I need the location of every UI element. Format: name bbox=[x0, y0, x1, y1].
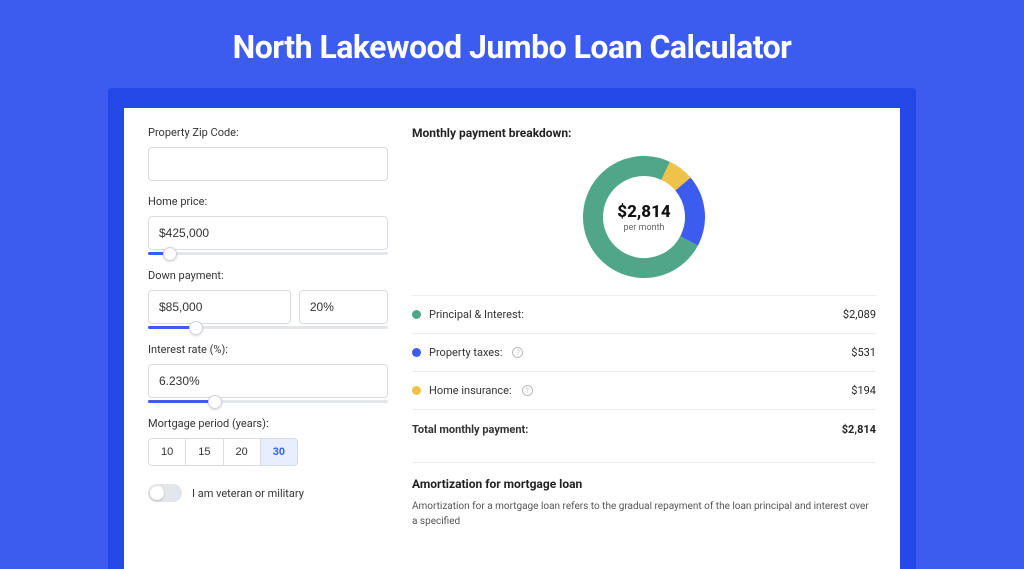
veteran-row: I am veteran or military bbox=[148, 484, 388, 502]
interest-rate-group: Interest rate (%): bbox=[148, 343, 388, 403]
breakdown-column: Monthly payment breakdown: $2,814 per mo… bbox=[412, 126, 876, 529]
total-label: Total monthly payment: bbox=[412, 423, 528, 436]
swatch bbox=[412, 386, 421, 395]
total-row: Total monthly payment: $2,814 bbox=[412, 413, 876, 446]
down-payment-slider[interactable] bbox=[148, 326, 388, 329]
breakdown-row: Property taxes:? $531 bbox=[412, 337, 876, 368]
period-btn-10[interactable]: 10 bbox=[148, 438, 186, 466]
breakdown-row-value: $2,089 bbox=[843, 308, 876, 321]
veteran-toggle[interactable] bbox=[148, 484, 182, 502]
interest-rate-slider[interactable] bbox=[148, 400, 388, 403]
breakdown-rows: Principal & Interest: $2,089 Property taxe… bbox=[412, 299, 876, 406]
divider bbox=[412, 409, 876, 410]
amortization-section: Amortization for mortgage loan Amortizat… bbox=[412, 462, 876, 529]
period-group: Mortgage period (years): 10152030 bbox=[148, 417, 388, 466]
donut-amount: $2,814 bbox=[617, 202, 670, 222]
home-price-label: Home price: bbox=[148, 195, 388, 208]
down-payment-pct-input[interactable] bbox=[299, 290, 388, 324]
info-icon[interactable]: ? bbox=[522, 385, 533, 396]
home-price-input[interactable] bbox=[148, 216, 388, 250]
donut-center: $2,814 per month bbox=[583, 156, 705, 278]
period-buttons: 10152030 bbox=[148, 438, 388, 466]
down-payment-slider-thumb[interactable] bbox=[189, 321, 203, 335]
breakdown-row-label: Principal & Interest: bbox=[429, 308, 524, 321]
interest-rate-input[interactable] bbox=[148, 364, 388, 398]
zip-field-group: Property Zip Code: bbox=[148, 126, 388, 181]
form-column: Property Zip Code: Home price: Down paym… bbox=[148, 126, 388, 529]
home-price-slider[interactable] bbox=[148, 252, 388, 255]
swatch bbox=[412, 348, 421, 357]
total-value: $2,814 bbox=[842, 423, 876, 436]
breakdown-row-label: Property taxes: bbox=[429, 346, 502, 359]
calculator-card: Property Zip Code: Home price: Down paym… bbox=[124, 108, 900, 569]
interest-rate-slider-thumb[interactable] bbox=[208, 395, 222, 409]
down-payment-group: Down payment: bbox=[148, 269, 388, 329]
swatch bbox=[412, 310, 421, 319]
breakdown-header: Monthly payment breakdown: bbox=[412, 126, 876, 140]
info-icon[interactable]: ? bbox=[512, 347, 523, 358]
donut-wrap: $2,814 per month bbox=[412, 146, 876, 292]
breakdown-row: Principal & Interest: $2,089 bbox=[412, 299, 876, 330]
period-label: Mortgage period (years): bbox=[148, 417, 388, 430]
zip-input[interactable] bbox=[148, 147, 388, 181]
breakdown-row-value: $194 bbox=[851, 384, 876, 397]
breakdown-row: Home insurance:? $194 bbox=[412, 375, 876, 406]
amortization-header: Amortization for mortgage loan bbox=[412, 477, 876, 491]
divider bbox=[412, 333, 876, 334]
interest-rate-label: Interest rate (%): bbox=[148, 343, 388, 356]
zip-label: Property Zip Code: bbox=[148, 126, 388, 139]
page-title: North Lakewood Jumbo Loan Calculator bbox=[0, 0, 1024, 88]
period-btn-30[interactable]: 30 bbox=[261, 438, 298, 466]
period-btn-15[interactable]: 15 bbox=[186, 438, 223, 466]
down-payment-amount-input[interactable] bbox=[148, 290, 291, 324]
home-price-slider-thumb[interactable] bbox=[163, 247, 177, 261]
home-price-group: Home price: bbox=[148, 195, 388, 255]
interest-rate-slider-fill bbox=[148, 400, 215, 403]
inner-panel: Property Zip Code: Home price: Down paym… bbox=[108, 88, 916, 569]
veteran-label: I am veteran or military bbox=[192, 487, 304, 500]
breakdown-row-value: $531 bbox=[851, 346, 876, 359]
breakdown-row-label: Home insurance: bbox=[429, 384, 512, 397]
divider bbox=[412, 295, 876, 296]
donut-sublabel: per month bbox=[623, 223, 664, 233]
down-payment-label: Down payment: bbox=[148, 269, 388, 282]
amortization-text: Amortization for a mortgage loan refers … bbox=[412, 499, 876, 529]
period-btn-20[interactable]: 20 bbox=[224, 438, 261, 466]
donut-chart: $2,814 per month bbox=[583, 156, 705, 278]
divider bbox=[412, 371, 876, 372]
